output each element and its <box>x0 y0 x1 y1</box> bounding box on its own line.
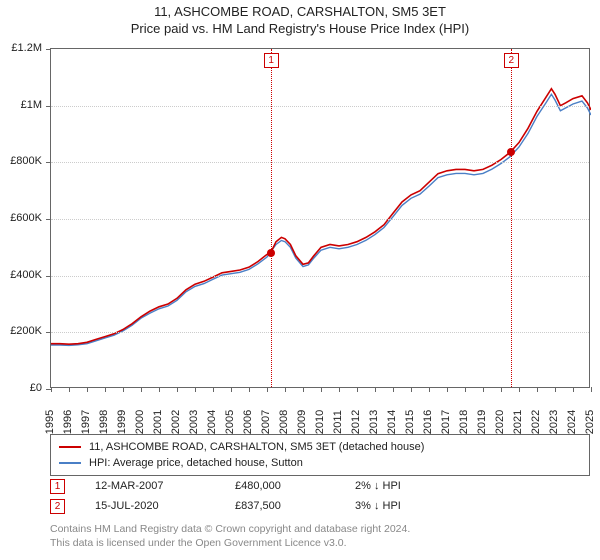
x-tick-label: 2004 <box>206 410 218 434</box>
legend-label-hpi: HPI: Average price, detached house, Sutt… <box>89 457 303 469</box>
x-tick-label: 2001 <box>152 410 164 434</box>
txn-marker-1: 1 <box>50 479 65 494</box>
y-tick <box>46 162 51 163</box>
x-tick-label: 2009 <box>296 410 308 434</box>
gridline-h <box>51 219 589 220</box>
legend-row-property: 11, ASHCOMBE ROAD, CARSHALTON, SM5 3ET (… <box>59 439 581 455</box>
txn-price-2: £837,500 <box>235 500 325 512</box>
event-line-2 <box>511 49 512 387</box>
x-tick-label: 2025 <box>584 410 596 434</box>
footer-line-2: This data is licensed under the Open Gov… <box>50 536 590 550</box>
txn-date-1: 12-MAR-2007 <box>95 480 205 492</box>
txn-delta-2: 3% ↓ HPI <box>355 500 401 512</box>
legend-row-hpi: HPI: Average price, detached house, Sutt… <box>59 455 581 471</box>
x-tick-label: 2008 <box>278 410 290 434</box>
legend-swatch-hpi <box>59 462 81 464</box>
x-tick-label: 2021 <box>512 410 524 434</box>
y-tick-label: £200K <box>10 325 42 337</box>
y-tick-label: £0 <box>30 382 42 394</box>
event-line-1 <box>271 49 272 387</box>
gridline-h <box>51 162 589 163</box>
txn-delta-1: 2% ↓ HPI <box>355 480 401 492</box>
title-subtitle: Price paid vs. HM Land Registry's House … <box>0 21 600 36</box>
gridline-h <box>51 276 589 277</box>
chart-container: 11, ASHCOMBE ROAD, CARSHALTON, SM5 3ET P… <box>0 0 600 560</box>
x-tick-label: 2011 <box>332 410 344 434</box>
title-address: 11, ASHCOMBE ROAD, CARSHALTON, SM5 3ET <box>0 4 600 19</box>
footer-line-1: Contains HM Land Registry data © Crown c… <box>50 522 590 536</box>
event-dot-2 <box>507 148 515 156</box>
footer: Contains HM Land Registry data © Crown c… <box>50 522 590 550</box>
x-tick <box>591 387 592 392</box>
x-tick-label: 2024 <box>566 410 578 434</box>
x-tick-label: 2014 <box>386 410 398 434</box>
y-tick-label: £400K <box>10 269 42 281</box>
x-tick-label: 2013 <box>368 410 380 434</box>
y-axis-labels: £0£200K£400K£600K£800K£1M£1.2M <box>0 48 46 388</box>
x-tick-label: 2006 <box>242 410 254 434</box>
y-tick <box>46 332 51 333</box>
y-tick <box>46 219 51 220</box>
x-tick-label: 2020 <box>494 410 506 434</box>
y-tick-label: £1.2M <box>11 42 42 54</box>
y-tick-label: £1M <box>21 99 42 111</box>
x-tick-label: 1997 <box>80 410 92 434</box>
event-dot-1 <box>267 249 275 257</box>
y-tick <box>46 106 51 107</box>
txn-price-1: £480,000 <box>235 480 325 492</box>
x-tick-label: 2005 <box>224 410 236 434</box>
x-tick-label: 2003 <box>188 410 200 434</box>
txn-marker-2: 2 <box>50 499 65 514</box>
x-tick-label: 2017 <box>440 410 452 434</box>
x-tick-label: 2016 <box>422 410 434 434</box>
x-tick-label: 1998 <box>98 410 110 434</box>
x-tick-label: 2023 <box>548 410 560 434</box>
x-tick-label: 2022 <box>530 410 542 434</box>
y-tick-label: £800K <box>10 155 42 167</box>
x-tick-label: 1996 <box>62 410 74 434</box>
transaction-row-1: 1 12-MAR-2007 £480,000 2% ↓ HPI <box>50 476 590 496</box>
x-tick-label: 2007 <box>260 410 272 434</box>
event-marker-2: 2 <box>504 53 519 68</box>
transaction-row-2: 2 15-JUL-2020 £837,500 3% ↓ HPI <box>50 496 590 516</box>
x-tick-label: 1995 <box>44 410 56 434</box>
event-marker-1: 1 <box>264 53 279 68</box>
x-tick-label: 2015 <box>404 410 416 434</box>
txn-date-2: 15-JUL-2020 <box>95 500 205 512</box>
x-tick-label: 2019 <box>476 410 488 434</box>
legend: 11, ASHCOMBE ROAD, CARSHALTON, SM5 3ET (… <box>50 434 590 476</box>
y-tick <box>46 276 51 277</box>
transactions: 1 12-MAR-2007 £480,000 2% ↓ HPI 2 15-JUL… <box>50 476 590 516</box>
plot-area: 12 <box>50 48 590 388</box>
x-tick-label: 1999 <box>116 410 128 434</box>
title-block: 11, ASHCOMBE ROAD, CARSHALTON, SM5 3ET P… <box>0 0 600 36</box>
y-tick-label: £600K <box>10 212 42 224</box>
x-axis-labels: 1995199619971998199920002001200220032004… <box>50 390 590 430</box>
x-tick-label: 2018 <box>458 410 470 434</box>
legend-label-property: 11, ASHCOMBE ROAD, CARSHALTON, SM5 3ET (… <box>89 441 424 453</box>
x-tick-label: 2012 <box>350 410 362 434</box>
x-tick-label: 2000 <box>134 410 146 434</box>
x-tick-label: 2010 <box>314 410 326 434</box>
y-tick <box>46 49 51 50</box>
gridline-h <box>51 332 589 333</box>
x-tick-label: 2002 <box>170 410 182 434</box>
gridline-h <box>51 106 589 107</box>
legend-swatch-property <box>59 446 81 448</box>
